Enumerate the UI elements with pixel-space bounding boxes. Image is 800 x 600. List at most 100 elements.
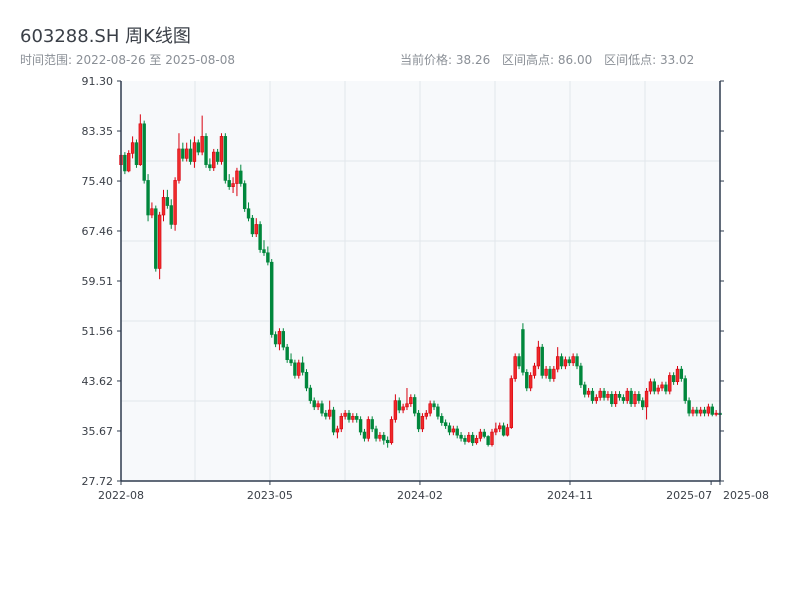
candle [474,435,479,445]
candle [413,394,417,417]
candle [498,422,502,433]
candle-body [134,142,139,165]
candle-body [610,394,614,405]
candle-body [675,368,680,383]
candle-body [633,394,637,405]
candle [270,259,274,338]
candle [548,365,552,382]
candle [664,381,668,395]
candle [358,416,363,436]
candle-body [277,331,282,345]
candle-body [463,438,467,442]
y-tick-label: 27.72 [82,475,114,488]
candle [698,406,703,417]
candle [123,152,127,175]
candle-body [706,406,711,414]
candle [389,416,394,445]
candle-body [335,428,340,433]
candle [486,435,490,447]
candle-body [478,431,483,439]
candle [675,365,680,385]
candle-body [154,208,158,269]
candle [494,422,498,436]
candle [683,375,687,404]
candle [501,422,506,437]
candle-body [525,371,529,389]
candle-body [691,409,695,414]
candle-body [451,428,456,433]
candle [679,365,684,382]
candle-body [150,208,154,216]
candle-body [347,412,351,420]
candle-body [219,136,224,162]
candle-body [297,362,301,376]
candle [258,221,262,253]
candle [281,328,286,351]
candle [312,397,316,411]
candle-body [378,434,382,439]
candle [219,133,224,165]
candle [297,359,301,379]
candle-body [231,183,235,187]
candle-body [208,164,212,169]
candle-body [583,384,587,395]
period-high: 区间高点: 86.00 [502,53,593,67]
candle-body [420,416,425,430]
candle-body [648,381,653,392]
candle-body [467,434,471,442]
candle-body [459,434,463,439]
candle-body [266,252,270,263]
candle [552,365,556,382]
x-tick-label: 2024-02 [397,489,443,502]
candle-body [579,365,583,386]
candle [146,174,150,222]
y-tick-label: 75.40 [82,175,114,188]
candle-body [324,412,328,417]
candle-body [169,205,173,225]
candle [134,139,139,168]
candle-body [308,387,313,401]
candle-body [127,153,131,172]
candle [393,394,398,423]
candle [339,413,343,433]
candle-body [300,362,305,373]
candle-body [575,356,579,367]
y-tick-label: 67.46 [82,225,114,238]
candle-body [447,425,452,433]
candle-body [509,378,514,428]
candle-body [470,434,475,444]
candle-body [710,406,714,415]
candle [285,343,289,363]
candle [540,343,544,379]
candle [637,391,641,404]
candle-body [695,409,699,414]
candle-body [343,412,347,417]
candle-body [293,362,297,376]
candle [571,353,575,366]
candle-body [552,368,556,379]
candle-body [358,419,363,433]
candle [617,391,622,401]
candle-body [660,384,664,389]
candle [138,114,143,166]
candle-body [273,334,278,345]
candle-body [413,397,417,414]
candle-body [138,123,143,165]
candle [227,174,231,190]
candle-body [644,390,649,408]
candle-body [424,412,428,417]
candle [633,391,637,407]
candle-body [586,390,591,395]
candle [509,375,514,429]
candle-body [590,390,595,401]
candle [366,416,371,442]
candle-body [559,356,564,367]
candle [702,406,707,417]
candle-body [374,428,378,439]
candle [660,381,664,392]
date-range: 时间范围: 2022-08-26 至 2025-08-08 [20,53,235,67]
candle-body [215,151,220,162]
candle-body [474,438,479,444]
candle [583,381,587,398]
candle [254,218,258,238]
